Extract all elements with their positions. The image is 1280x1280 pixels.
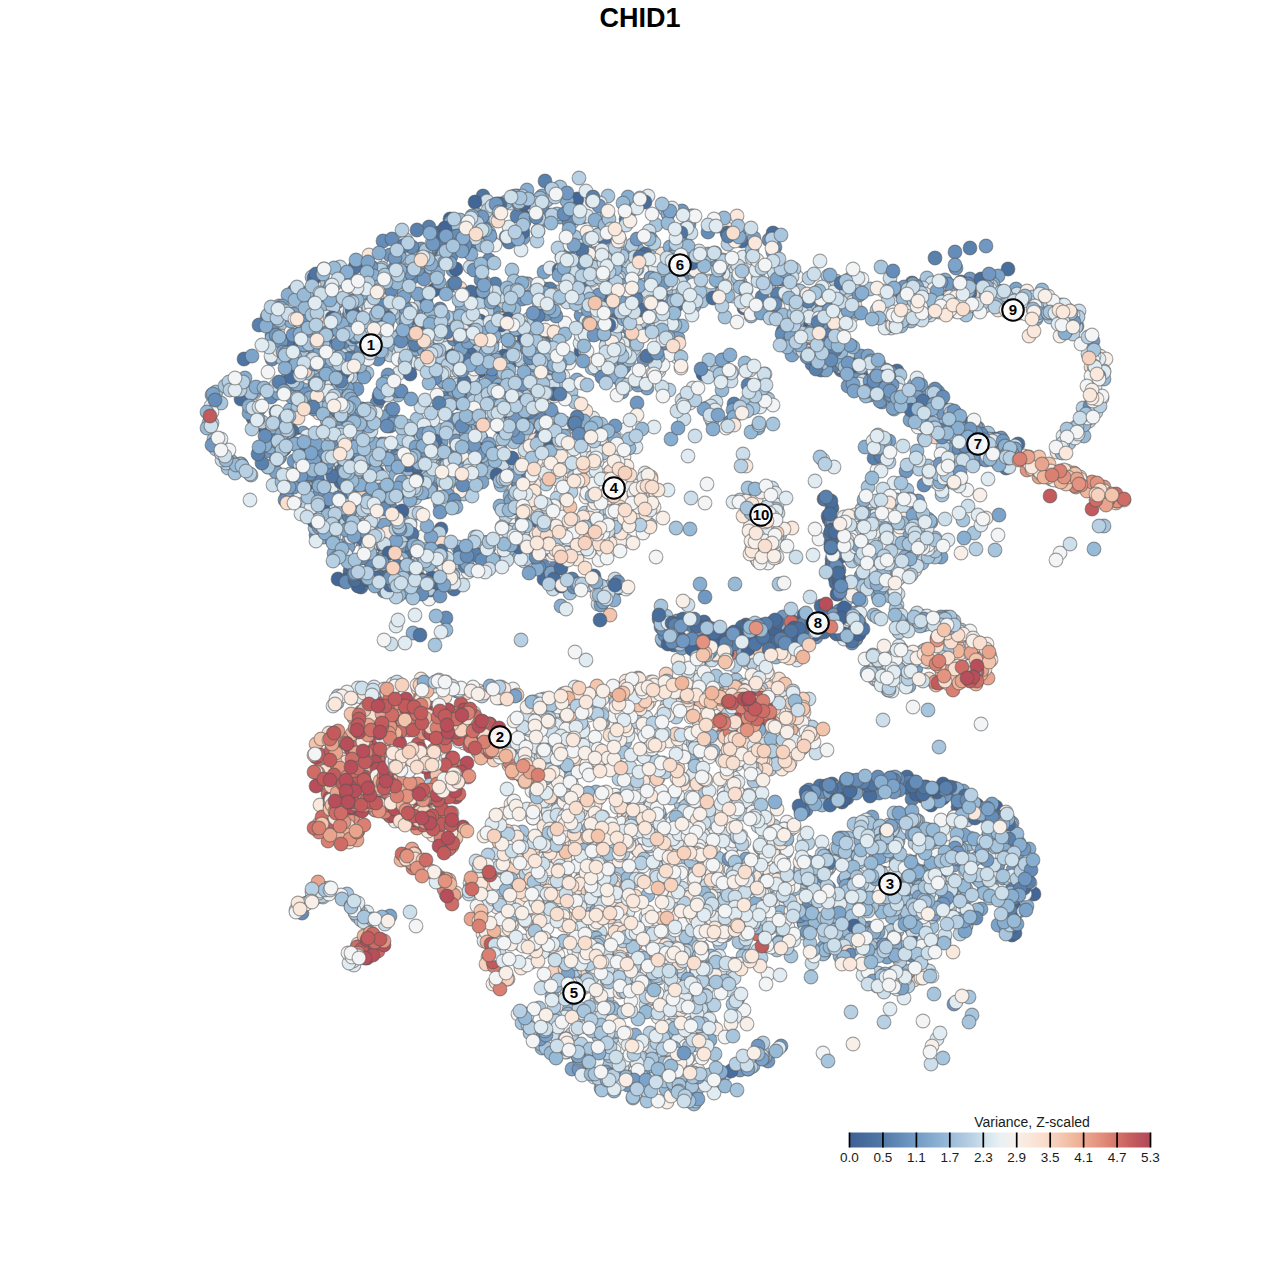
svg-text:9: 9 (1009, 301, 1017, 318)
svg-text:5.3: 5.3 (1141, 1150, 1160, 1165)
svg-text:6: 6 (676, 256, 684, 273)
svg-text:10: 10 (753, 506, 770, 523)
svg-text:4.1: 4.1 (1074, 1150, 1093, 1165)
svg-text:2.3: 2.3 (974, 1150, 993, 1165)
svg-text:4: 4 (610, 479, 619, 496)
svg-text:2: 2 (496, 728, 504, 745)
svg-text:2.9: 2.9 (1007, 1150, 1026, 1165)
svg-text:1.7: 1.7 (940, 1150, 959, 1165)
svg-text:7: 7 (974, 435, 982, 452)
svg-text:3: 3 (886, 875, 894, 892)
svg-text:0.5: 0.5 (874, 1150, 893, 1165)
svg-text:3.5: 3.5 (1041, 1150, 1060, 1165)
svg-text:0.0: 0.0 (840, 1150, 859, 1165)
svg-text:8: 8 (814, 614, 822, 631)
svg-text:1: 1 (367, 336, 375, 353)
svg-text:Variance, Z-scaled: Variance, Z-scaled (974, 1114, 1090, 1130)
svg-text:5: 5 (570, 984, 578, 1001)
svg-text:4.7: 4.7 (1108, 1150, 1127, 1165)
svg-text:1.1: 1.1 (907, 1150, 926, 1165)
